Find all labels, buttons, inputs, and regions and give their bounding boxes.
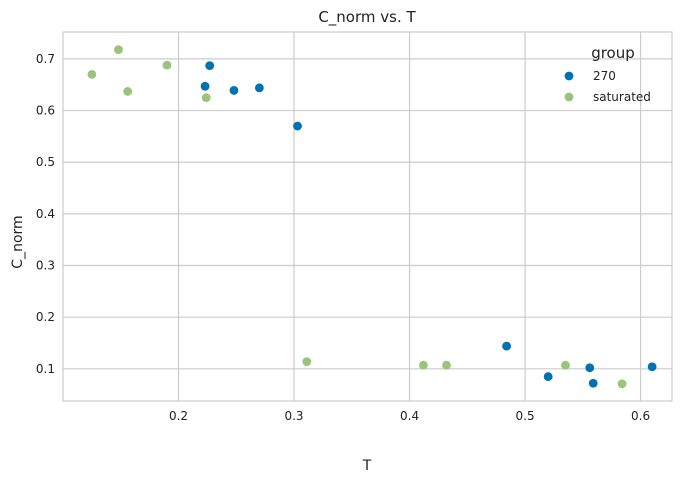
data-point bbox=[229, 86, 239, 95]
y-tick-label: 0.4 bbox=[36, 207, 55, 221]
y-tick-label: 0.6 bbox=[36, 104, 55, 118]
plot-background bbox=[63, 32, 672, 401]
legend-title: group bbox=[591, 44, 635, 62]
data-point bbox=[588, 378, 598, 388]
y-tick-label: 0.3 bbox=[36, 259, 55, 273]
x-tick-label: 0.6 bbox=[631, 409, 650, 423]
data-point bbox=[200, 81, 210, 91]
plot-frame bbox=[62, 31, 673, 402]
data-point bbox=[585, 363, 595, 373]
data-point bbox=[647, 362, 657, 372]
data-point bbox=[502, 341, 511, 351]
data-points bbox=[87, 45, 657, 389]
y-tick-label: 0.5 bbox=[36, 155, 55, 169]
data-point bbox=[442, 360, 451, 370]
data-point bbox=[302, 357, 312, 366]
x-tick-label: 0.5 bbox=[516, 409, 535, 423]
legend-marker bbox=[564, 71, 574, 81]
data-point bbox=[201, 93, 211, 103]
data-point bbox=[419, 360, 428, 370]
y-tick-label: 0.2 bbox=[36, 310, 55, 324]
y-tick-label: 0.7 bbox=[36, 52, 55, 66]
grid bbox=[63, 32, 672, 401]
x-tick-label: 0.2 bbox=[169, 409, 188, 423]
x-tick-label: 0.4 bbox=[400, 409, 419, 423]
data-point bbox=[114, 45, 123, 55]
data-point bbox=[293, 121, 302, 131]
data-point bbox=[254, 83, 264, 93]
data-point bbox=[87, 70, 97, 79]
x-tick-label: 0.3 bbox=[284, 409, 303, 423]
data-point bbox=[543, 372, 553, 381]
x-axis-label: T bbox=[362, 458, 372, 474]
legend-label: saturated bbox=[593, 90, 651, 104]
y-axis-label: C_norm bbox=[10, 215, 26, 268]
plot-area bbox=[62, 31, 673, 402]
y-tick-label: 0.1 bbox=[36, 362, 55, 376]
legend: group 270 saturated bbox=[564, 44, 651, 104]
data-point bbox=[162, 60, 172, 70]
legend-marker bbox=[564, 92, 574, 102]
data-point bbox=[617, 379, 627, 389]
legend-label: 270 bbox=[593, 69, 616, 83]
data-point bbox=[561, 360, 570, 370]
tick-labels: 0.2 0.3 0.4 0.5 0.6 0.1 0.2 0.3 0.4 0.5 0.6 0.7 bbox=[36, 52, 650, 423]
data-point bbox=[123, 87, 133, 96]
data-point bbox=[205, 61, 215, 71]
chart-title: C_norm vs. T bbox=[318, 8, 416, 27]
